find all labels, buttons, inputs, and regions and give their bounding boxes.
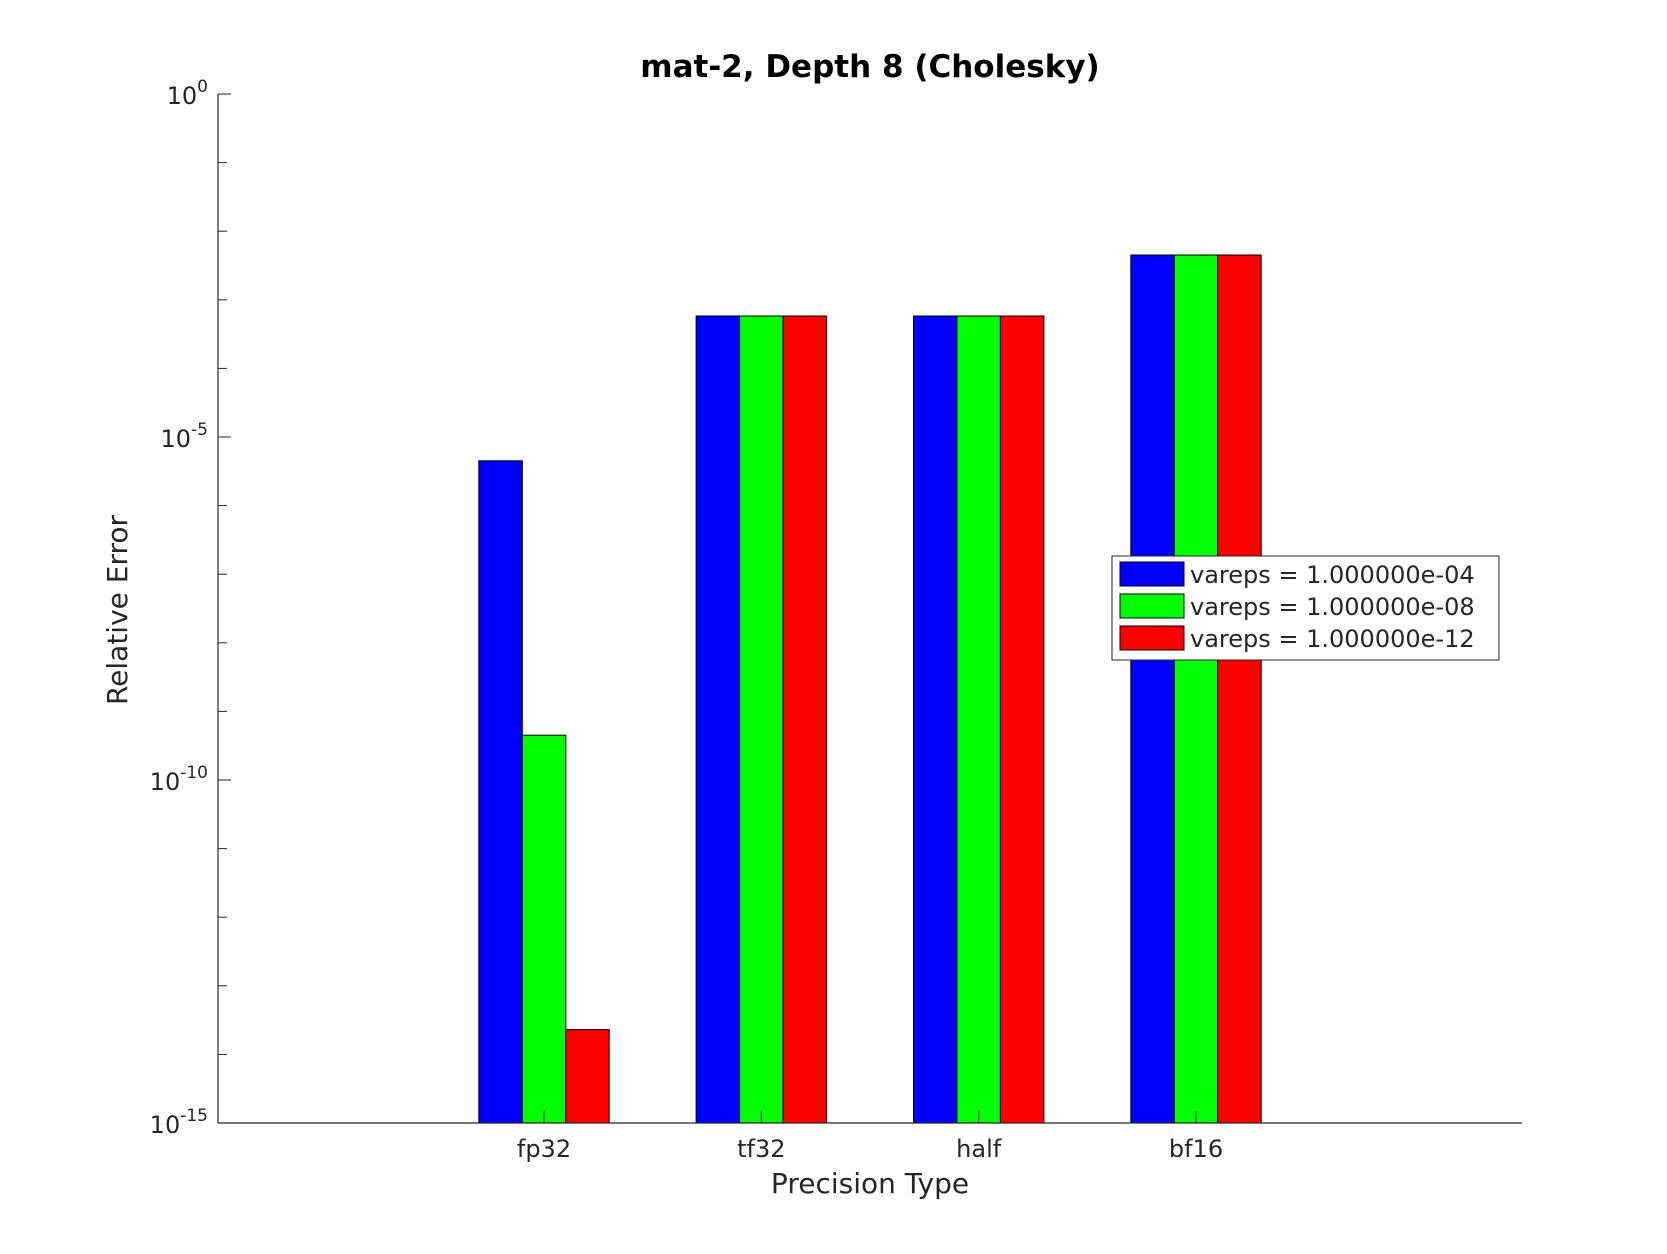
legend-label-series-1: vareps = 1.000000e-04	[1190, 561, 1475, 589]
legend: vareps = 1.000000e-04 vareps = 1.000000e-…	[1111, 555, 1500, 661]
y-axis-label: Relative Error	[101, 514, 134, 705]
y-tick-label: 10-5	[161, 420, 209, 453]
bar-tf32-series-1	[695, 315, 741, 1124]
bar-fp32-series-1	[478, 460, 523, 1124]
bar-half-series-1	[913, 315, 958, 1124]
bar-bf16-series-2	[1173, 254, 1219, 1124]
x-tick-label-tf32: tf32	[737, 1135, 785, 1163]
legend-label-series-2: vareps = 1.000000e-08	[1190, 593, 1475, 621]
bar-fp32-series-3	[565, 1029, 610, 1124]
axes-layer: 100 10-5 10-10 10-15 fp32 tf32 half bf16	[150, 77, 1522, 1163]
y-tick-label: 10-15	[150, 1106, 208, 1139]
bar-half-series-2	[956, 315, 1001, 1124]
legend-swatch-series-3	[1119, 625, 1185, 651]
bars-layer	[478, 254, 1262, 1124]
x-tick-label-half: half	[956, 1135, 1002, 1163]
y-tick-label: 10-10	[150, 763, 208, 796]
bar-bf16-series-1	[1130, 254, 1175, 1124]
x-axis-label: Precision Type	[771, 1167, 969, 1200]
bar-fp32-series-2	[521, 734, 567, 1124]
bar-bf16-series-3	[1217, 254, 1262, 1124]
legend-swatch-series-1	[1119, 561, 1185, 587]
legend-label-series-3: vareps = 1.000000e-12	[1190, 625, 1475, 653]
x-tick-label-bf16: bf16	[1169, 1135, 1223, 1163]
chart-title: mat-2, Depth 8 (Cholesky)	[640, 49, 1099, 85]
bar-half-series-3	[999, 315, 1045, 1124]
x-tick-label-fp32: fp32	[517, 1135, 571, 1163]
bar-tf32-series-2	[739, 315, 784, 1124]
legend-swatch-series-2	[1119, 593, 1185, 619]
y-tick-label: 100	[167, 77, 208, 110]
bar-tf32-series-3	[782, 315, 828, 1124]
